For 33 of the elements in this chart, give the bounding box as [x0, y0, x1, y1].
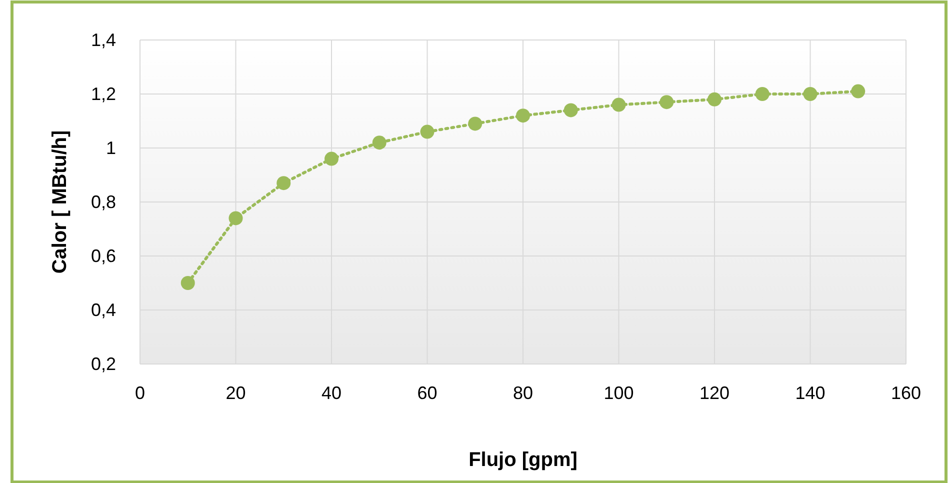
- x-axis-title: Flujo [gpm]: [468, 449, 578, 471]
- point: [420, 124, 434, 139]
- point: [708, 92, 722, 106]
- y-tick-label: 1,4: [90, 30, 116, 50]
- y-tick-label: 0,8: [90, 192, 116, 212]
- x-tick-label: 20: [226, 383, 246, 403]
- point: [180, 276, 195, 290]
- x-tick-label: 40: [321, 383, 342, 403]
- point: [612, 98, 626, 112]
- x-tick-label: 140: [795, 383, 826, 403]
- y-axis-title: Calor [ MBtu/h]: [49, 130, 71, 274]
- y-tick-label: 1: [106, 138, 116, 158]
- y-tick-label: 0,2: [90, 354, 116, 374]
- point: [564, 103, 578, 118]
- y-tick-label: 0,6: [90, 246, 116, 266]
- point: [228, 211, 243, 226]
- point: [468, 116, 482, 131]
- y-tick-label: 0,4: [90, 300, 116, 320]
- point: [516, 108, 530, 123]
- point: [276, 176, 291, 190]
- y-tick-label: 1,2: [90, 84, 116, 104]
- x-tick-label: 120: [699, 383, 730, 403]
- x-tick-label: 80: [512, 383, 534, 403]
- point: [755, 87, 770, 101]
- x-tick-label: 160: [890, 383, 922, 403]
- point: [660, 95, 674, 110]
- point: [803, 87, 818, 101]
- point: [324, 152, 338, 166]
- point: [851, 84, 866, 98]
- x-tick-label: 60: [417, 383, 438, 403]
- point: [372, 136, 386, 150]
- x-tick-label: 100: [604, 383, 634, 403]
- x-tick-label: 0: [134, 383, 146, 403]
